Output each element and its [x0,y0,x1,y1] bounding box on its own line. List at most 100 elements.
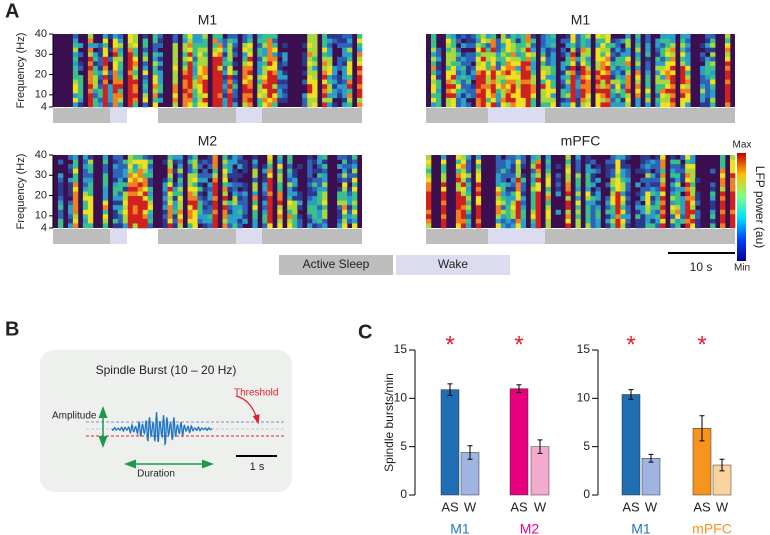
spectrogram-cell [690,177,696,183]
spectrogram-cell [267,196,273,201]
spectrogram-cell [277,173,283,179]
spectrogram-cell [352,173,358,179]
spectrogram-cell [685,168,691,174]
spectrogram-cell [485,84,492,90]
spectrogram-cell [117,164,124,169]
y-tick-label: 10 [577,391,591,405]
spectrogram-cell [347,52,353,58]
spectrogram-cell [615,186,621,192]
spectrogram-cell [337,84,343,90]
spectrogram-cell [177,177,183,183]
spectrogram-cell [655,205,661,211]
spectrogram-cell [197,182,203,188]
spectrogram-cell [142,34,148,39]
spectrogram-cell [675,182,681,188]
spectrogram-cell [700,88,706,94]
spectrogram-cell [197,214,203,220]
colorbar-max: Max [733,140,752,151]
spectrogram-cell [525,61,531,67]
spectrogram-cell [645,88,651,94]
spectrogram-cell [495,88,502,94]
spectrogram-cell [540,102,546,108]
spectrogram-cell [342,47,348,53]
spectrogram-cell [342,84,348,90]
spectrogram-cell [585,173,591,179]
spectrogram-cell [202,196,208,201]
spectrogram-cell [575,196,581,201]
x-tick-label: W [464,499,477,514]
spectrogram-cell [595,177,601,183]
spectrogram-cell [147,177,153,183]
spectrogram-cell [585,75,591,80]
spectrogram-cell [342,168,348,174]
spectrogram-cell [202,52,208,58]
spectrogram-cell [337,173,343,179]
spectrogram-cell [595,168,601,174]
spectrogram-cell [560,38,566,44]
spectrogram-cell [87,52,94,58]
spectrogram-cell [292,209,298,215]
spectrogram-cell [620,218,626,224]
spectrogram-cell [312,218,318,224]
spectrogram-cell [460,102,467,108]
spectrogram-cell [277,155,283,160]
spectrogram-cell [640,155,646,160]
spectrogram-cell [450,47,457,53]
spectrogram-cell [117,191,124,197]
spectrogram-cell [142,97,148,103]
spectrogram-cell [485,88,492,94]
spectrogram-cell [222,97,228,103]
spectrogram-cell [247,93,253,99]
spectrogram-cell [525,65,531,71]
spectrogram-cell [530,61,536,67]
spectrogram-cell [182,102,188,108]
spectrogram-cell [177,186,183,192]
spectrogram-cell [68,155,74,160]
spectrogram-cell [142,209,148,215]
spectrogram-cell [530,88,536,94]
spectrogram-cell [565,34,571,39]
spectrogram-cell [625,196,631,201]
spectrogram-cell [117,155,124,160]
y-tick-label: 15 [577,342,591,356]
spectrogram-cell [525,88,531,94]
spectrogram-cell [505,47,511,53]
spectrogram-cell [142,43,148,48]
spectrogram-cell [172,223,178,229]
spectrogram-cell [675,209,681,215]
spectrogram-cell [595,223,601,229]
spectrogram-cell [202,34,208,39]
spectrogram-cell [530,34,536,39]
spectrogram-cell [197,43,203,48]
spectrogram-cell [337,88,343,94]
spectrogram-cell [705,70,711,76]
spectrogram-cell [77,97,84,103]
spectrogram-cell [685,102,691,108]
spectrogram-cell [510,191,516,197]
spectrogram-cell [595,88,601,94]
spectrogram-cell [625,173,631,179]
spectrogram-cell [242,84,248,90]
spectrogram-cell [267,223,273,229]
spectrogram-cell [92,70,99,76]
spectrogram-cell [450,56,457,62]
spectrogram-cell [287,209,293,215]
spectrogram-cell [450,88,457,94]
spectrogram-cell [227,47,233,53]
spectrogram-cell [560,52,566,58]
spectrogram-cell [660,75,666,80]
spectrogram-cell [127,168,134,174]
spectrogram-cell [292,191,298,197]
spectrogram-cell [705,43,711,48]
spectrogram-cell [575,191,581,197]
spectrogram-cell [282,52,288,58]
spectrogram-cell [337,218,343,224]
spectrogram-cell [322,168,328,174]
spectrogram-cell [525,75,531,80]
spectrogram-cell [217,70,223,76]
spectrogram-cell [720,164,726,169]
spectrogram-cell [192,56,198,62]
spectrogram-cell [357,56,363,62]
spectrogram-cell [445,88,452,94]
spectrogram-cell [635,65,641,71]
